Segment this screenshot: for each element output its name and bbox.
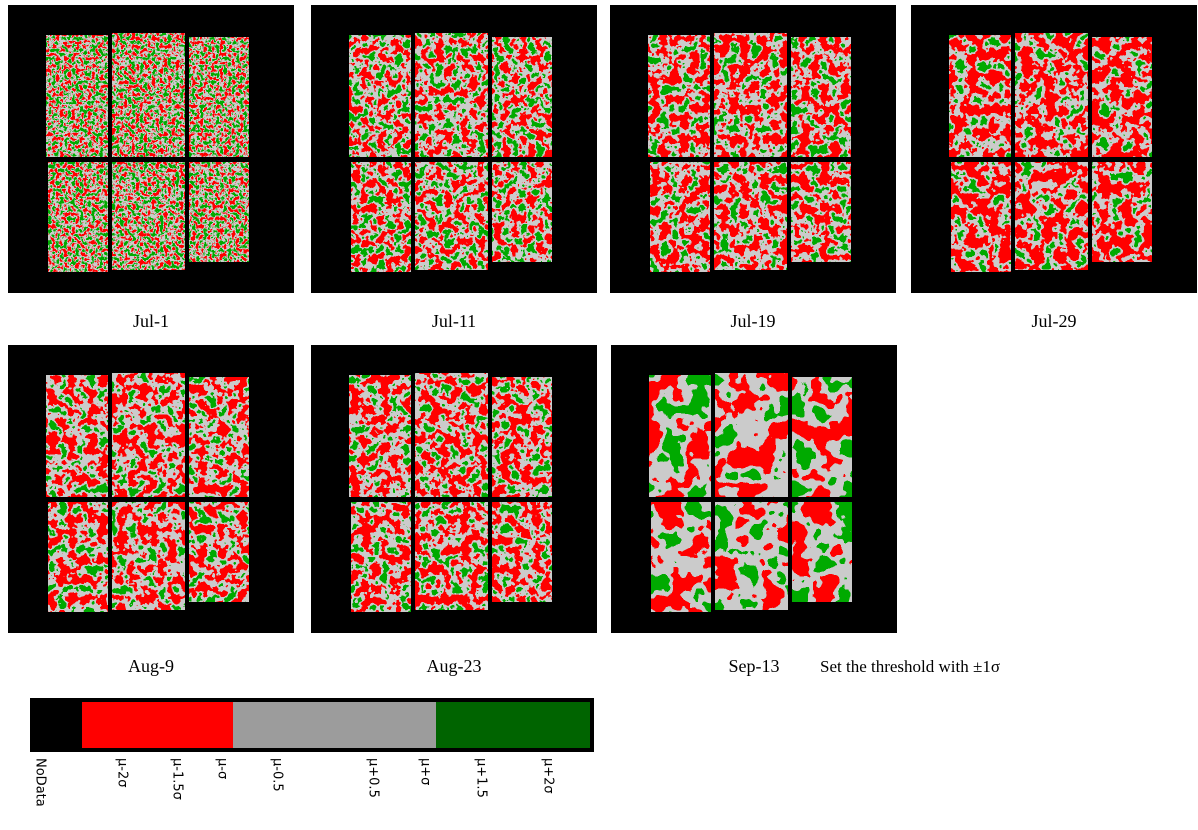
panel-caption: Jul-1 (133, 311, 169, 331)
field-map (311, 5, 597, 293)
panel-caption: Aug-9 (128, 656, 174, 676)
field-map (8, 5, 294, 293)
legend-label: μ-σ (215, 758, 230, 779)
legend-label: μ-0.5 (270, 758, 285, 792)
legend-label: μ-1.5σ (170, 758, 185, 800)
field-map (611, 345, 897, 633)
field-map (610, 5, 896, 293)
panel-caption: Jul-19 (731, 311, 776, 331)
legend-label: μ+0.5 (366, 758, 381, 798)
legend-label: μ+σ (418, 758, 433, 785)
panel-caption: Jul-11 (432, 311, 476, 331)
legend-label: NoData (33, 758, 48, 807)
legend-bar (30, 698, 594, 752)
field-map (8, 345, 294, 633)
panel-caption: Aug-23 (427, 656, 482, 676)
legend-label: μ+1.5 (474, 758, 489, 798)
field-map (311, 345, 597, 633)
legend-label: μ-2σ (115, 758, 130, 787)
panel-caption: Sep-13 (729, 656, 780, 676)
field-map (911, 5, 1197, 293)
legend-label: μ+2σ (541, 758, 556, 794)
panel-caption: Jul-29 (1032, 311, 1077, 331)
threshold-note: Set the threshold with ±1σ (820, 657, 1000, 676)
